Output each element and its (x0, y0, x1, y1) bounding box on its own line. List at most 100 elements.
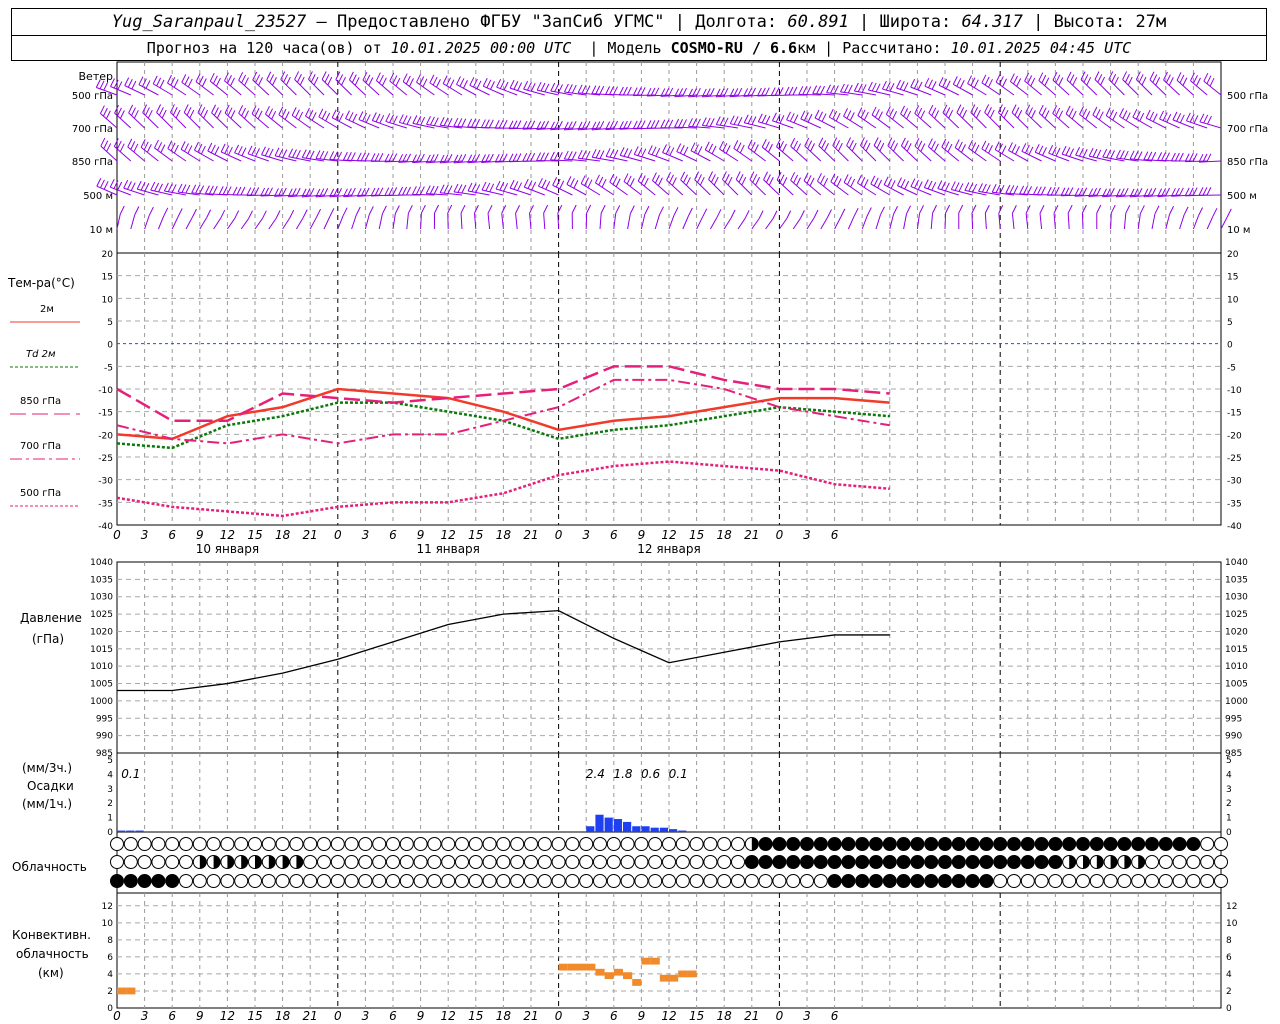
wind-barb-feather (522, 120, 528, 130)
wind-barb-feather (867, 81, 873, 91)
conv-bar (687, 970, 697, 978)
wind-barb-feather (213, 107, 219, 116)
hour-label-bottom: 3 (582, 1009, 590, 1023)
cloud-symbol (841, 837, 856, 851)
altitude-label: Высота: (1053, 12, 1126, 32)
hour-label-bottom: 18 (717, 1009, 733, 1023)
wind-barb-feather (942, 78, 948, 88)
temp-legend-label: 500 гПа (20, 488, 61, 499)
wind-barb-feather (169, 104, 175, 113)
wind-barb-feather (655, 147, 661, 157)
wind-barb-feather (619, 147, 625, 156)
cloud-symbol (165, 837, 180, 851)
wind-barb-feather (488, 119, 494, 128)
wind-barb (758, 121, 780, 129)
cloud-symbol-half (255, 855, 262, 869)
precip-tick-left: 4 (107, 770, 113, 780)
day-label: 10 января (196, 542, 259, 556)
wind-barb-feather (558, 84, 563, 93)
cloud-symbol (1158, 837, 1173, 851)
conv-bar (669, 974, 679, 982)
wind-barb-feather (1023, 185, 1029, 195)
temp-tick-right: -10 (1227, 386, 1242, 396)
wind-barb-feather (897, 177, 902, 186)
cloud-symbol (648, 874, 663, 888)
cloud-symbol (675, 855, 690, 869)
wind-barb (806, 217, 815, 230)
wind-barb-feather (873, 177, 879, 187)
wind-barb-feather (622, 86, 628, 96)
wind-barb (897, 185, 918, 196)
wind-barb-feather (540, 82, 546, 92)
wind-barb-feather (185, 184, 191, 194)
wind-barb-feather (674, 88, 680, 97)
wind-barb-feather (704, 141, 710, 151)
cloud-symbol (192, 874, 207, 888)
wind-barb-feather (186, 107, 192, 116)
wind-barb (1061, 153, 1084, 162)
wind-barb-feather (181, 74, 187, 83)
wind-barb-feather (251, 105, 257, 114)
wind-barb-feather (798, 86, 804, 95)
temp-tick-right: 5 (1227, 318, 1233, 328)
wind-barb-feather (415, 154, 421, 163)
wind-barb-feather (325, 112, 331, 122)
wind-barb-feather (873, 137, 879, 146)
cloud-symbol (662, 874, 676, 888)
pres-tick-left: 1000 (90, 697, 113, 707)
hour-label-top: 9 (196, 528, 204, 542)
wind-barb (634, 153, 656, 162)
cloud-symbol (1007, 837, 1021, 851)
wind-barb (199, 217, 208, 230)
temp-series-line (116, 365, 890, 422)
wind-barb-feather (222, 186, 228, 195)
wind-barb-feather (885, 106, 891, 115)
wind-barb-feather (715, 88, 721, 98)
wind-barb-feather (1094, 71, 1100, 80)
wind-barb (240, 218, 249, 230)
wind-barb (220, 151, 242, 162)
wind-barb-feather (857, 107, 863, 116)
wind-barb (744, 122, 766, 129)
cloud-symbol (882, 837, 897, 851)
wind-barb-feather (1051, 146, 1057, 155)
wind-barb-feather (498, 119, 504, 129)
wind-barb-feather (143, 141, 149, 151)
wind-barb (981, 82, 1001, 96)
wind-barb-feather (573, 179, 579, 189)
wind-barb-feather (904, 180, 910, 190)
wind-barb-feather (563, 83, 569, 93)
wind-barb (467, 190, 490, 196)
wind-barb-feather (1112, 111, 1118, 121)
hour-label-bottom: 21 (523, 1009, 538, 1023)
wind-barb-feather (526, 120, 532, 130)
hour-label-bottom: 21 (744, 1009, 759, 1023)
wind-barb-feather (846, 137, 852, 146)
wind-barb-feather (526, 81, 532, 91)
wind-barb-feather (113, 138, 119, 147)
wind-barb-feather (729, 88, 735, 97)
wind-barb-feather (1198, 153, 1204, 163)
wind-barb-feather (209, 72, 215, 82)
wind-barb-feather (1170, 152, 1176, 162)
wind-barb-feather (337, 187, 343, 197)
axis-labels: 0033669912121515181821210033669912121515… (10, 91, 1268, 1023)
wind-barb-feather (474, 204, 479, 214)
cloud-symbol (1131, 837, 1146, 851)
wind-barb-feather (152, 75, 158, 85)
wind-barb-feather (227, 75, 232, 84)
wind-barb-feather (522, 152, 528, 162)
forecast-label: Прогноз на 120 часа(ов) от (146, 39, 382, 57)
wind-barb-feather (368, 77, 374, 86)
hour-label-bottom: 9 (417, 1009, 425, 1023)
pres-tick-right: 1005 (1225, 680, 1248, 690)
wind-barb (998, 213, 1001, 230)
wind-barb-feather (356, 188, 362, 197)
wind-barb-feather (1139, 112, 1145, 122)
precip-bar (613, 819, 622, 832)
wind-barb-feather (1184, 153, 1190, 162)
wind-barb-feather (1174, 187, 1180, 197)
wind-barb-feather (813, 209, 819, 219)
wind-barb (156, 112, 173, 129)
wind-barb-feather (99, 105, 105, 114)
